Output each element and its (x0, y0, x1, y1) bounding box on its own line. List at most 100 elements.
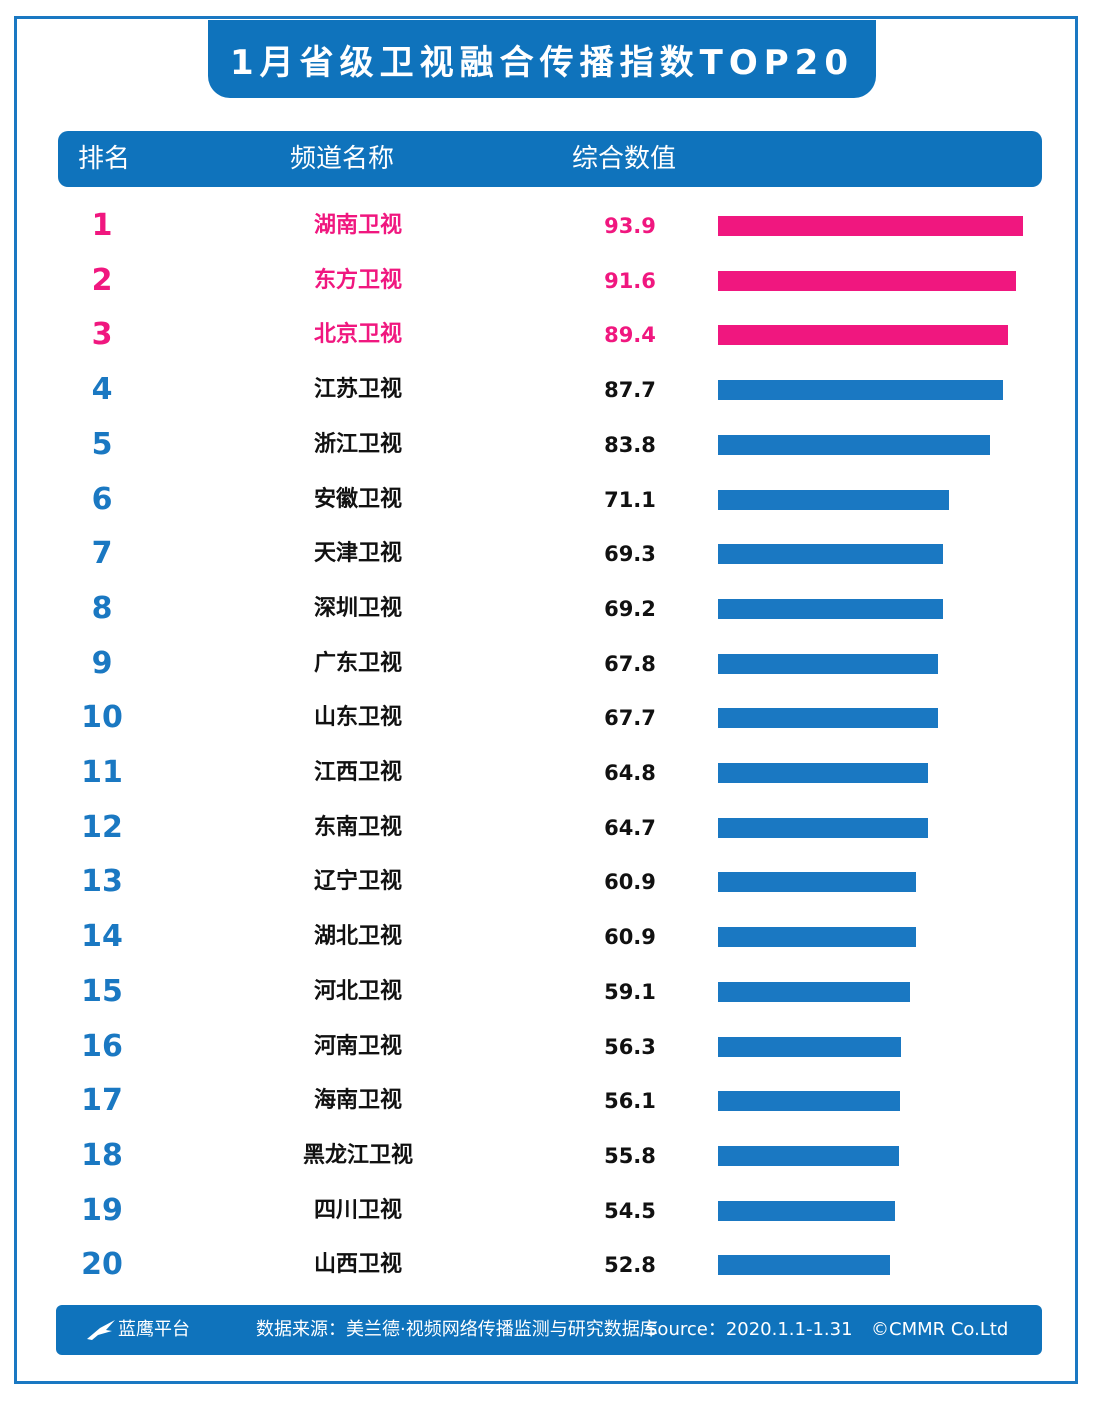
eagle-logo-icon (87, 1320, 115, 1340)
header-value: 综合数值 (572, 144, 677, 174)
rank-label: 7 (91, 536, 113, 572)
chart-row: 8 深圳卫视 69.2 (0, 589, 1093, 629)
bar (718, 216, 1023, 236)
data-label: 93.9 (604, 214, 656, 238)
data-label: 56.1 (604, 1089, 656, 1114)
rank-label: 2 (91, 262, 113, 298)
category-label: 北京卫视 (313, 322, 402, 348)
category-label: 辽宁卫视 (313, 869, 402, 895)
chart-row: 18 黑龙江卫视 55.8 (0, 1136, 1093, 1176)
rank-label: 3 (91, 317, 113, 353)
data-label: 52.8 (604, 1253, 656, 1278)
chart-row: 11 江西卫视 64.8 (0, 753, 1093, 793)
chart-row: 7 天津卫视 69.3 (0, 534, 1093, 574)
rank-label: 10 (81, 700, 123, 736)
chart-row: 5 浙江卫视 83.8 (0, 425, 1093, 465)
chart-row: 6 安徽卫视 71.1 (0, 480, 1093, 520)
chart-row: 14 湖北卫视 60.9 (0, 917, 1093, 957)
data-label: 60.9 (604, 870, 656, 895)
bar (718, 817, 929, 838)
footer-copyright: ©CMMR Co.Ltd (871, 1319, 1009, 1340)
chart-row: 2 东方卫视 91.6 (0, 261, 1093, 301)
data-label: 67.8 (604, 651, 656, 676)
category-label: 四川卫视 (313, 1197, 402, 1223)
outer-frame (14, 16, 1078, 1384)
data-label: 91.6 (604, 268, 656, 293)
bar (718, 981, 910, 1002)
bar (718, 544, 944, 565)
rank-label: 20 (81, 1247, 123, 1283)
data-label: 69.2 (604, 596, 656, 621)
bar (718, 1145, 900, 1166)
footer-source-en: Source：2020.1.1-1.31 (646, 1319, 853, 1340)
data-label: 69.3 (604, 542, 656, 567)
bar (718, 489, 949, 510)
chart-row: 20 山西卫视 52.8 (0, 1245, 1093, 1285)
bar (718, 1200, 896, 1221)
header-channel-name: 频道名称 (290, 144, 395, 174)
bar (718, 1036, 901, 1057)
data-label: 67.7 (604, 706, 656, 731)
category-label: 天津卫视 (313, 541, 402, 567)
rank-label: 13 (81, 864, 123, 900)
category-label: 湖南卫视 (313, 213, 402, 238)
category-label: 山西卫视 (313, 1252, 402, 1278)
bar (718, 270, 1016, 291)
chart-row: 3 北京卫视 89.4 (0, 315, 1093, 355)
category-label: 江西卫视 (313, 760, 402, 785)
data-label: 64.8 (604, 761, 656, 785)
rank-label: 9 (91, 645, 113, 681)
data-label: 60.9 (604, 925, 656, 950)
table-header: 排名 频道名称 综合数值 (58, 131, 1042, 187)
bar (718, 598, 943, 619)
data-label: 55.8 (604, 1143, 656, 1168)
rank-label: 5 (91, 426, 113, 462)
category-label: 河北卫视 (313, 978, 402, 1004)
data-label: 87.7 (604, 378, 656, 403)
category-label: 湖北卫视 (313, 924, 402, 950)
data-label: 83.8 (604, 432, 656, 457)
footer-bar: 蓝鹰平台 数据来源：美兰德·视频网络传播监测与研究数据库 Source：2020… (56, 1305, 1042, 1355)
category-label: 东南卫视 (313, 814, 402, 840)
chart-row: 1 湖南卫视 93.9 (0, 206, 1093, 246)
category-label: 安徽卫视 (313, 486, 402, 512)
chart-row: 9 广东卫视 67.8 (0, 644, 1093, 684)
data-label: 56.3 (604, 1034, 656, 1059)
bar (718, 380, 1003, 401)
category-label: 河南卫视 (313, 1033, 402, 1059)
data-label: 71.1 (604, 487, 656, 512)
bar (718, 708, 938, 729)
rank-label: 12 (81, 809, 123, 845)
category-label: 深圳卫视 (313, 595, 402, 621)
rank-label: 18 (81, 1137, 123, 1173)
header-rank: 排名 (78, 144, 131, 174)
category-label: 浙江卫视 (313, 431, 402, 457)
data-label: 89.4 (604, 323, 656, 348)
chart-row: 17 海南卫视 56.1 (0, 1081, 1093, 1121)
chart-row: 13 辽宁卫视 60.9 (0, 862, 1093, 902)
category-label: 海南卫视 (313, 1088, 402, 1114)
rank-label: 15 (81, 973, 123, 1009)
chart-row: 12 东南卫视 64.7 (0, 808, 1093, 848)
bar (718, 1091, 901, 1112)
bar (718, 434, 991, 455)
rank-label: 11 (81, 755, 123, 790)
rank-label: 1 (91, 208, 113, 243)
chart-row: 16 河南卫视 56.3 (0, 1027, 1093, 1067)
data-label: 54.5 (604, 1198, 656, 1223)
rank-label: 17 (81, 1083, 123, 1119)
data-label: 59.1 (604, 979, 656, 1004)
chart-title: 1月省级卫视融合传播指数TOP20 (230, 42, 854, 83)
rank-label: 19 (81, 1192, 123, 1228)
chart-row: 4 江苏卫视 87.7 (0, 370, 1093, 410)
chart-row: 15 河北卫视 59.1 (0, 972, 1093, 1012)
category-label: 江苏卫视 (313, 377, 402, 403)
title-banner: 1月省级卫视融合传播指数TOP20 (208, 20, 876, 98)
category-label: 东方卫视 (313, 267, 402, 293)
footer-source-cn: 数据来源：美兰德·视频网络传播监测与研究数据库 (256, 1319, 658, 1340)
category-label: 黑龙江卫视 (302, 1142, 413, 1168)
bar (718, 653, 939, 674)
category-label: 山东卫视 (313, 705, 402, 731)
bar (718, 325, 1009, 346)
